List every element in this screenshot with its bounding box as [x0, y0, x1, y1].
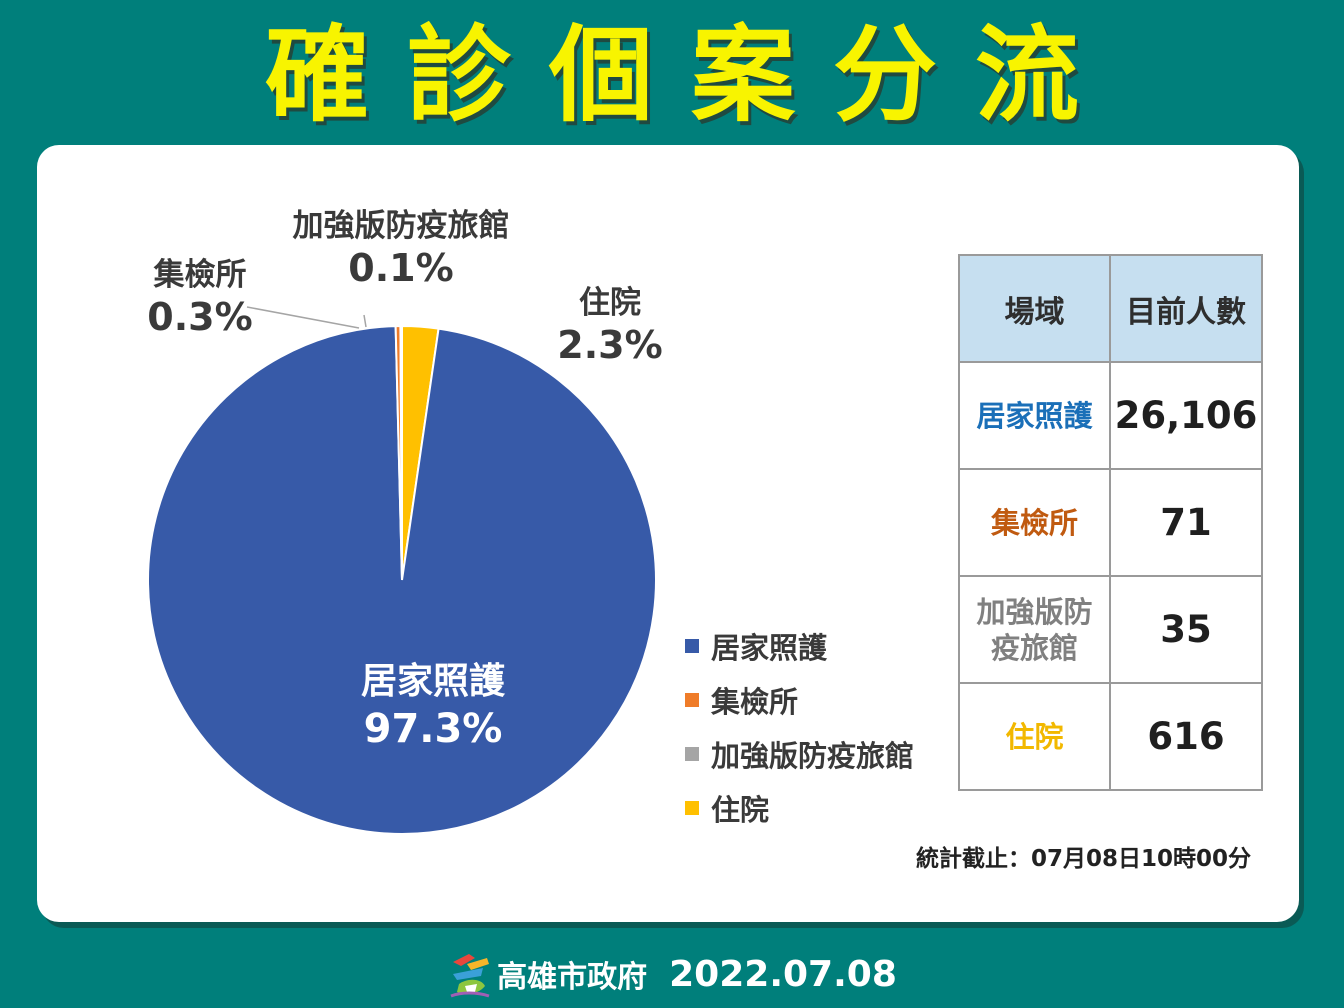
venue-cell: 加強版防疫旅館 — [958, 575, 1111, 684]
slice-quarantine-hotel — [399, 324, 403, 581]
stats-cutoff-time: 統計截止：07月08日10時00分 — [915, 846, 1251, 872]
legend-item-home-care: 居家照護 — [685, 619, 914, 673]
count-cell: 35 — [1109, 575, 1263, 684]
table-row: 居家照護 26,106 — [958, 361, 1263, 470]
slice-label-quarantine-center-name: 集檢所 — [153, 257, 247, 293]
slice-label-hospitalized: 住院 2.3% — [545, 284, 675, 368]
slice-label-quarantine-hotel: 加強版防疫旅館 0.1% — [265, 207, 537, 291]
legend-swatch-quarantine-hotel — [685, 747, 699, 761]
chart-card: 居家照護 97.3% 集檢所 0.3% 加強版防疫旅館 0.1% 住院 2.3%… — [37, 145, 1299, 922]
legend-label-quarantine-hotel: 加強版防疫旅館 — [711, 739, 915, 773]
legend-label-quarantine-center: 集檢所 — [711, 685, 799, 719]
header-current-count: 目前人數 — [1109, 254, 1263, 363]
stats-table: 場域 目前人數 居家照護 26,106 集檢所 71 加強版防疫旅館 35 住院… — [958, 254, 1263, 791]
slice-label-hospitalized-value: 2.3% — [557, 323, 663, 367]
page-title: 確診個案分流 — [264, 14, 1117, 136]
slice-label-quarantine-hotel-name: 加強版防疫旅館 — [292, 208, 510, 244]
venue-cell: 居家照護 — [958, 361, 1111, 470]
footer-org: 高雄市政府 — [497, 960, 648, 995]
footer: 高雄市政府 2022.07.08 — [0, 948, 1344, 1000]
leader-line-quarantine-center — [246, 306, 360, 329]
legend-item-hospitalized: 住院 — [685, 781, 914, 835]
slice-label-quarantine-hotel-value: 0.1% — [348, 246, 454, 290]
slice-label-home-care-name: 居家照護 — [360, 661, 505, 702]
kaohsiung-city-logo-icon — [450, 954, 490, 998]
slice-label-quarantine-center: 集檢所 0.3% — [145, 256, 255, 340]
chart-legend: 居家照護 集檢所 加強版防疫旅館 住院 — [685, 619, 914, 835]
legend-swatch-quarantine-center — [685, 693, 699, 707]
venue-cell: 集檢所 — [958, 468, 1111, 577]
legend-item-quarantine-center: 集檢所 — [685, 673, 914, 727]
table-row: 加強版防疫旅館 35 — [958, 575, 1263, 684]
venue-cell-text: 加強版防疫旅館 — [976, 594, 1093, 665]
slice-label-quarantine-center-value: 0.3% — [147, 295, 253, 339]
leader-line-quarantine-hotel — [363, 314, 367, 328]
header-venue: 場域 — [958, 254, 1111, 363]
count-cell: 71 — [1109, 468, 1263, 577]
table-row: 住院 616 — [958, 682, 1263, 791]
venue-cell: 住院 — [958, 682, 1111, 791]
slice-label-hospitalized-name: 住院 — [579, 285, 641, 321]
slice-label-home-care-value: 97.3% — [363, 706, 503, 752]
stats-table-header-row: 場域 目前人數 — [958, 254, 1263, 363]
count-cell: 26,106 — [1109, 361, 1263, 470]
legend-item-quarantine-hotel: 加強版防疫旅館 — [685, 727, 914, 781]
table-row: 集檢所 71 — [958, 468, 1263, 577]
legend-swatch-hospitalized — [685, 801, 699, 815]
legend-label-hospitalized: 住院 — [711, 793, 770, 827]
legend-swatch-home-care — [685, 639, 699, 653]
footer-date: 2022.07.08 — [669, 953, 897, 995]
slice-label-home-care: 居家照護 97.3% — [313, 660, 553, 754]
legend-label-home-care: 居家照護 — [711, 631, 828, 665]
count-cell: 616 — [1109, 682, 1263, 791]
slice-home-care — [147, 325, 657, 835]
pie-chart — [147, 306, 657, 835]
